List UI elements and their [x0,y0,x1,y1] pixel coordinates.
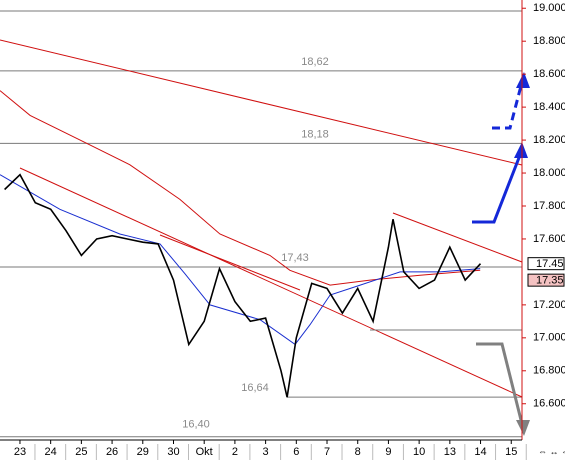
arrow [492,81,524,130]
x-tick-label: 10 [413,446,425,458]
arrow-head [514,142,528,158]
x-tick-label: 9 [385,446,391,458]
y-tick-label: 18.600 [533,68,565,80]
level-label: 18,62 [301,56,329,68]
x-tick-label: 29 [137,446,149,458]
level-label: 18,18 [301,128,329,140]
scroll-icons[interactable]: ⇔ ↔ ⇔ [538,446,565,456]
x-tick-label: 24 [45,446,57,458]
x-tick-label: 7 [324,446,330,458]
y-tick-label: 18.800 [533,35,565,47]
trend-line [392,212,523,263]
x-tick-label: 8 [355,446,361,458]
y-tick-label: 18.400 [533,101,565,113]
series-line [4,173,482,398]
x-tick-label: 15 [505,446,517,458]
last-value-label: 17.35 [536,275,564,287]
trend-line [19,167,523,398]
levels: 18,62 18,18 17,43 16,64 16,40 [0,56,522,438]
x-tick-label: 13 [444,446,456,458]
last-value-box [527,257,565,271]
level-label: 17,43 [281,252,309,264]
series-line [0,174,481,346]
trend-line [159,234,301,291]
x-tick-label: 3 [263,446,269,458]
y-tick-label: 17.000 [533,332,565,344]
level-label: 16,40 [182,419,210,431]
y-tick-label: 18.000 [533,167,565,179]
x-tick-label: 2 [232,446,238,458]
arrow-head [516,420,530,436]
last-value-label: 17.45 [536,258,564,270]
axes: 19.000 18.800 18.600 18.400 18.200 18.000 17.8… [14,2,565,460]
y-tick-label: 17.200 [533,299,565,311]
x-tick-label: 30 [167,446,179,458]
y-tick-label: 16.800 [533,365,565,377]
x-tick-label: 26 [106,446,118,458]
level-label: 16,64 [241,382,269,394]
x-tick-label: 6 [293,446,299,458]
x-tick-label: 25 [75,446,87,458]
y-tick-label: 17.800 [533,200,565,212]
y-tick-label: 17.600 [533,233,565,245]
last-value-box [527,273,565,287]
plot [0,90,482,398]
x-tick-label: 14 [474,446,486,458]
arrow-head [516,72,530,88]
y-tick-label: 18.200 [533,134,565,146]
arrow [476,342,524,425]
x-tick-label: Okt [196,446,213,458]
arrow [472,149,524,224]
y-tick-label: 16.600 [533,398,565,410]
y-tick-label: 19.000 [533,2,565,14]
x-tick-label: 23 [14,446,26,458]
trend-line [0,39,523,166]
